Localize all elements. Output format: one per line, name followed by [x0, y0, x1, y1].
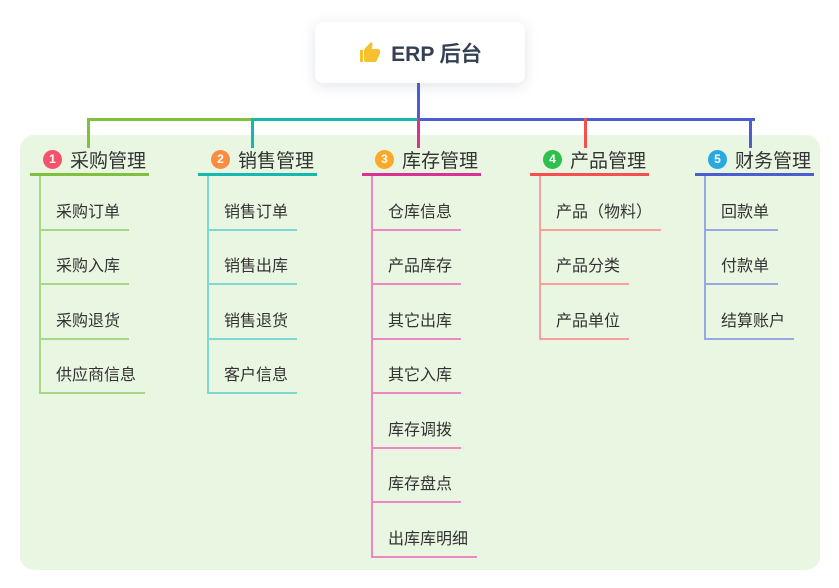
leaf-label: 采购退货: [41, 307, 130, 340]
leaf-label: 采购入库: [41, 252, 130, 285]
connector-drop: [87, 118, 90, 148]
branch-index-badge: 1: [43, 149, 62, 169]
leaf-label: 产品库存: [373, 252, 462, 285]
connector-bus: [251, 118, 420, 121]
branch-1: 1 采购管理 采购订单采购入库采购退货供应商信息: [30, 145, 149, 394]
branch-items: 回款单付款单结算账户: [704, 176, 814, 340]
connector-drop: [417, 118, 420, 148]
leaf-node[interactable]: 付款单: [706, 231, 814, 285]
leaf-node[interactable]: 库存调拨: [373, 394, 481, 449]
leaf-node[interactable]: 采购退货: [41, 285, 149, 340]
leaf-node[interactable]: 客户信息: [209, 340, 317, 394]
leaf-node[interactable]: 采购入库: [41, 231, 149, 285]
leaf-label: 供应商信息: [41, 361, 146, 394]
branch-items: 产品（物料） 产品分类产品单位: [539, 176, 662, 340]
connector-drop: [749, 118, 752, 148]
leaf-node[interactable]: 其它出库: [373, 285, 481, 340]
leaf-node[interactable]: 采购订单: [41, 176, 149, 231]
branch-node[interactable]: 4 产品管理: [530, 145, 649, 176]
branch-title: 库存管理: [402, 150, 479, 172]
root-node[interactable]: ERP 后台: [315, 22, 525, 83]
branch-title: 采购管理: [70, 150, 147, 172]
branch-node[interactable]: 1 采购管理: [30, 145, 149, 176]
leaf-node[interactable]: 销售退货: [209, 285, 317, 340]
branch-items: 销售订单销售出库销售退货客户信息: [207, 176, 317, 394]
branch-index-badge: 3: [375, 149, 394, 169]
branch-title: 财务管理: [735, 150, 812, 172]
root-label: ERP 后台: [391, 42, 482, 66]
branch-2: 2 销售管理 销售订单销售出库销售退货客户信息: [198, 145, 317, 394]
leaf-label: 产品（物料）: [541, 198, 662, 231]
branch-index-badge: 5: [708, 149, 727, 169]
leaf-node[interactable]: 供应商信息: [41, 340, 149, 394]
leaf-label: 结算账户: [706, 307, 795, 340]
branch-index-badge: 4: [543, 149, 562, 169]
branch-4: 4 产品管理 产品（物料） 产品分类产品单位: [530, 145, 662, 340]
leaf-label: 仓库信息: [373, 198, 462, 231]
leaf-node[interactable]: 产品（物料）: [541, 176, 662, 231]
leaf-label: 产品单位: [541, 307, 630, 340]
branch-title: 销售管理: [238, 150, 315, 172]
leaf-label: 销售退货: [209, 307, 298, 340]
leaf-node[interactable]: 其它入库: [373, 340, 481, 394]
leaf-label: 产品分类: [541, 252, 630, 285]
connector-drop: [584, 118, 587, 148]
leaf-label: 出库库明细: [373, 525, 478, 558]
branch-title: 产品管理: [570, 150, 647, 172]
leaf-node[interactable]: 销售出库: [209, 231, 317, 285]
branch-node[interactable]: 3 库存管理: [362, 145, 481, 176]
branch-items: 仓库信息产品库存其它出库其它入库库存调拨库存盘点出库库明细: [371, 176, 481, 558]
leaf-label: 库存盘点: [373, 470, 462, 503]
leaf-label: 客户信息: [209, 361, 298, 394]
connector-root-line: [417, 82, 420, 121]
thumbs-up-icon: [360, 41, 381, 62]
branch-5: 5 财务管理 回款单付款单结算账户: [695, 145, 814, 340]
leaf-label: 销售订单: [209, 198, 298, 231]
leaf-node[interactable]: 产品单位: [541, 285, 649, 340]
leaf-node[interactable]: 结算账户: [706, 285, 814, 340]
leaf-node[interactable]: 产品分类: [541, 231, 649, 285]
leaf-node[interactable]: 销售订单: [209, 176, 317, 231]
leaf-node[interactable]: 产品库存: [373, 231, 481, 285]
leaf-label: 其它出库: [373, 307, 462, 340]
branch-node[interactable]: 2 销售管理: [198, 145, 317, 176]
leaf-label: 其它入库: [373, 361, 462, 394]
leaf-label: 回款单: [706, 198, 779, 231]
leaf-label: 付款单: [706, 252, 779, 285]
branch-node[interactable]: 5 财务管理: [695, 145, 814, 176]
leaf-node[interactable]: 仓库信息: [373, 176, 481, 231]
connector-bus: [87, 118, 254, 121]
branch-3: 3 库存管理 仓库信息产品库存其它出库其它入库库存调拨库存盘点出库库明细: [362, 145, 481, 558]
branch-items: 采购订单采购入库采购退货供应商信息: [39, 176, 149, 394]
connector-drop: [251, 118, 254, 148]
branch-index-badge: 2: [211, 149, 230, 169]
leaf-label: 库存调拨: [373, 416, 462, 449]
mindmap-canvas: [20, 135, 820, 570]
leaf-node[interactable]: 回款单: [706, 176, 814, 231]
leaf-label: 销售出库: [209, 252, 298, 285]
leaf-label: 采购订单: [41, 198, 130, 231]
leaf-node[interactable]: 出库库明细: [373, 503, 481, 558]
leaf-node[interactable]: 库存盘点: [373, 449, 481, 503]
